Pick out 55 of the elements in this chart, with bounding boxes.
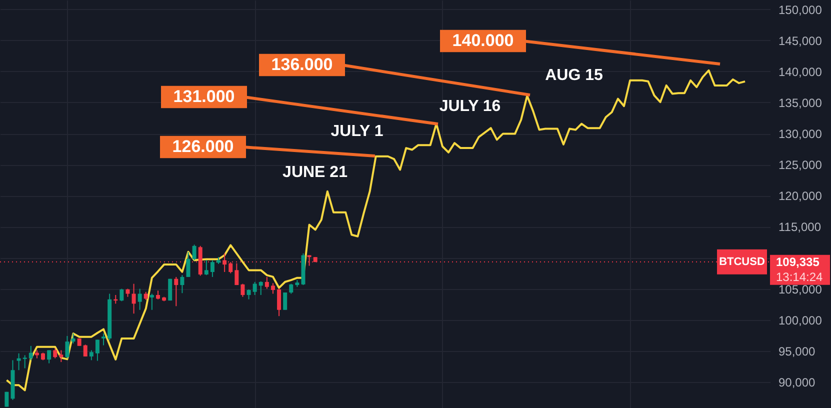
- candlestick: [65, 335, 70, 359]
- candlestick: [283, 292, 288, 310]
- y-tick-label: 130,000: [778, 127, 822, 142]
- y-tick-label: 140,000: [778, 64, 822, 79]
- ref-line-label: 109,335: [776, 254, 820, 269]
- candlestick: [4, 391, 9, 408]
- candlestick: [138, 288, 142, 310]
- candlestick: [192, 244, 196, 261]
- annotation: 131.000: [173, 87, 235, 106]
- candlestick: [95, 339, 100, 362]
- candlestick: [22, 354, 27, 369]
- candlestick: [102, 332, 106, 346]
- annotation: 140.000: [452, 31, 514, 50]
- annotation: JULY 1: [330, 123, 384, 140]
- annotation: AUG 15: [545, 67, 603, 84]
- y-tick-label: 90,000: [778, 375, 816, 390]
- candlestick: [53, 348, 58, 359]
- candlestick: [180, 274, 184, 294]
- candlestick: [28, 345, 33, 361]
- candlestick: [204, 260, 208, 276]
- annotation: 136.000: [271, 55, 333, 74]
- annotation: 126.000: [172, 137, 234, 156]
- y-tick-label: 150,000: [778, 2, 822, 17]
- candlestick: [258, 280, 263, 296]
- y-tick-label: 120,000: [778, 189, 822, 204]
- candlestick: [47, 350, 52, 364]
- candlestick: [240, 283, 245, 298]
- candlestick: [289, 283, 294, 294]
- candlestick: [270, 282, 275, 294]
- candlestick: [252, 281, 257, 296]
- candlestick: [89, 350, 94, 361]
- y-tick-label: 115,000: [778, 220, 822, 234]
- candlestick: [59, 350, 64, 363]
- candlestick: [246, 288, 251, 300]
- y-tick-label: 100,000: [778, 313, 822, 328]
- y-tick-label: 135,000: [778, 96, 822, 110]
- annotation: JULY 16: [439, 98, 501, 115]
- candlestick: [16, 352, 21, 371]
- candlestick: [120, 288, 124, 302]
- annotation: JUNE 21: [282, 164, 348, 181]
- text: 13:14:24: [776, 270, 824, 284]
- candlestick: [210, 260, 214, 278]
- candlestick: [71, 332, 76, 344]
- y-tick-label: 145,000: [778, 34, 822, 48]
- candlestick: [186, 252, 190, 278]
- annotation: BTCUSD: [719, 256, 765, 268]
- y-tick-label: 95,000: [778, 344, 816, 358]
- y-tick-label: 125,000: [778, 158, 822, 172]
- candlestick: [264, 276, 269, 290]
- candlestick: [83, 344, 88, 357]
- candlestick: [277, 288, 282, 317]
- candlestick: [174, 276, 178, 307]
- y-tick-label: 105,000: [778, 282, 822, 296]
- candlestick: [132, 283, 136, 314]
- candlestick: [150, 293, 154, 310]
